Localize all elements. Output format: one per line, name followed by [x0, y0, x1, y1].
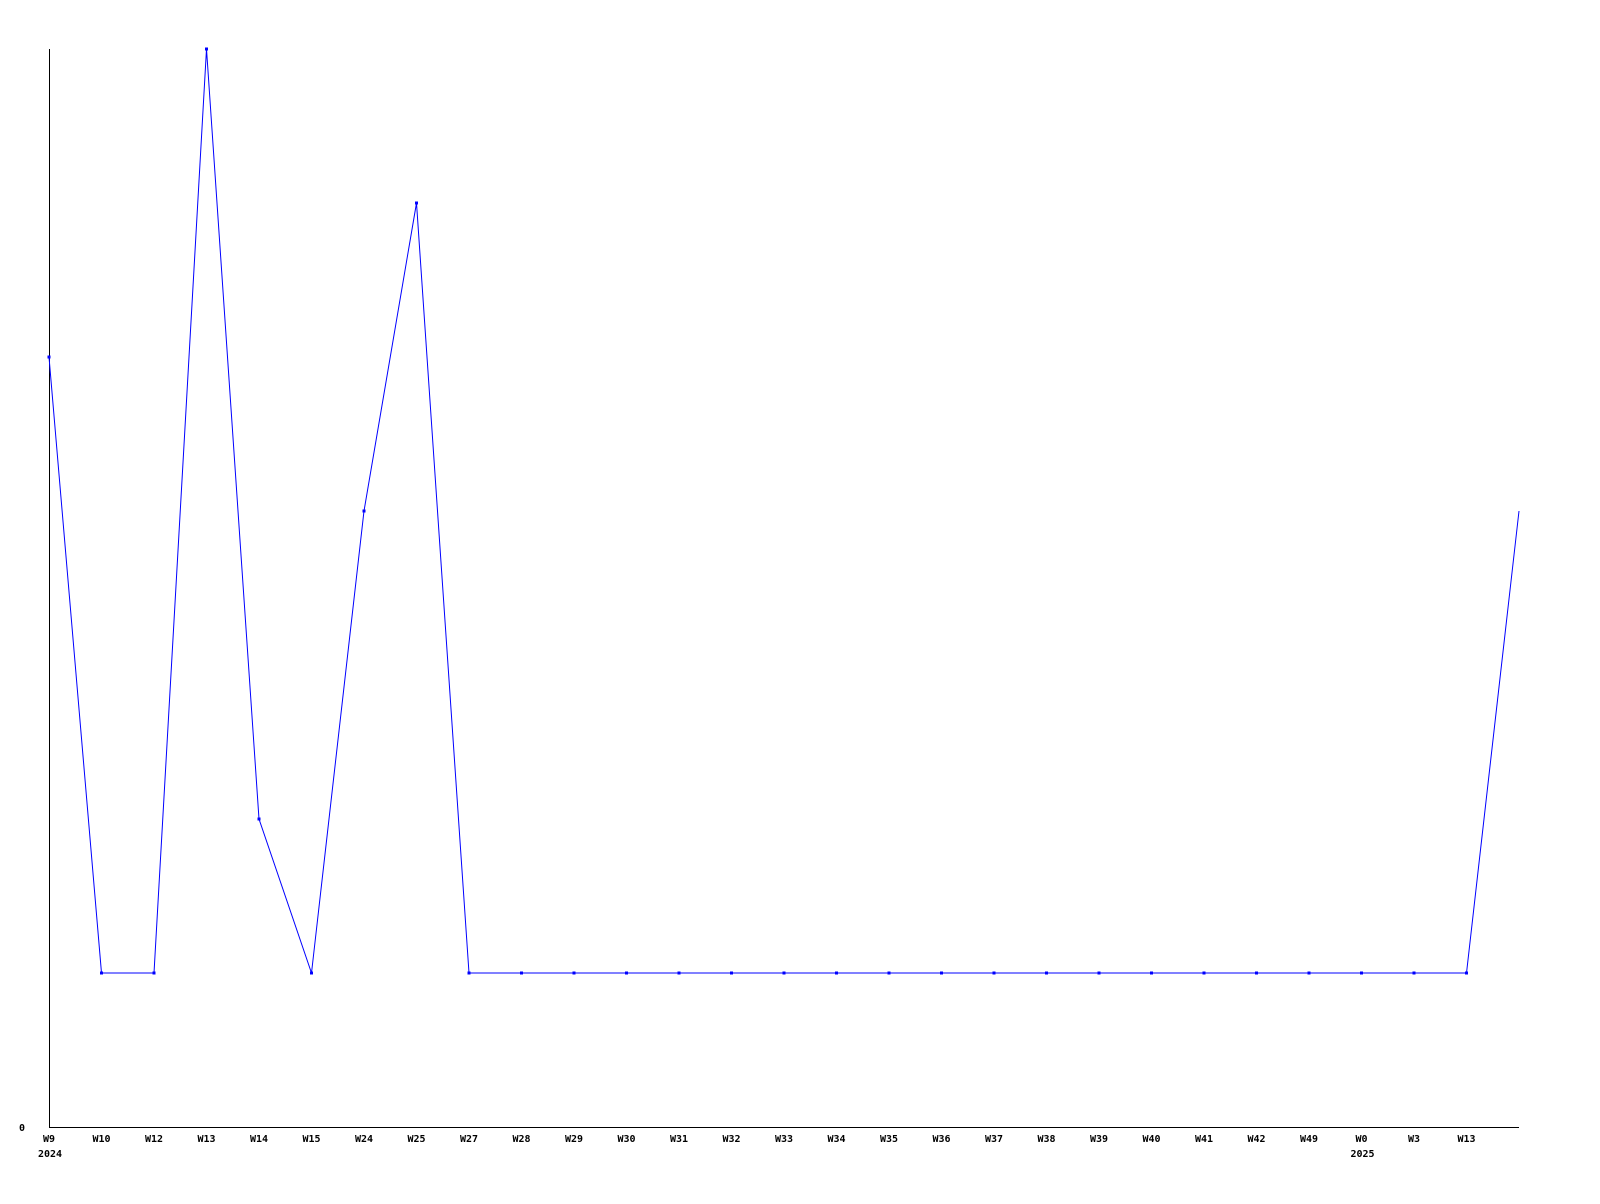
data-point-9 [520, 971, 523, 975]
data-point-22 [1202, 971, 1206, 975]
data-point-7 [415, 201, 418, 205]
x-tick-label-19: W38 [1037, 1134, 1055, 1145]
data-point-8 [467, 971, 471, 975]
x-tick-label-10: W29 [565, 1134, 583, 1145]
data-point-25 [1360, 971, 1363, 975]
data-point-24 [1307, 971, 1311, 975]
x-tick-label-1: W10 [92, 1134, 110, 1145]
data-point-0 [47, 355, 51, 359]
x-tick-label-0: W9 [43, 1134, 55, 1145]
x-tick-label-15: W34 [827, 1134, 845, 1145]
data-point-20 [1097, 971, 1101, 975]
x-tick-label-5: W15 [302, 1134, 320, 1145]
x-tick-label-25: W0 [1355, 1134, 1367, 1145]
data-point-5 [310, 971, 313, 975]
x-tick-label-8: W27 [460, 1134, 478, 1145]
x-tick-label-26: W3 [1408, 1134, 1420, 1145]
data-point-11 [625, 971, 628, 975]
x-tick-label-22: W41 [1195, 1134, 1213, 1145]
x-tick-label-23: W42 [1247, 1134, 1265, 1145]
x-tick-label-27: W13 [1457, 1134, 1475, 1145]
data-point-10 [572, 971, 576, 975]
data-point-3 [205, 47, 208, 51]
data-point-2 [152, 971, 156, 975]
data-point-12 [677, 971, 681, 975]
x-tick-label-13: W32 [722, 1134, 740, 1145]
x-tick-label-4: W14 [250, 1134, 268, 1145]
data-point-26 [1412, 971, 1416, 975]
data-point-14 [782, 971, 786, 975]
year-label-0: 2024 [38, 1149, 62, 1160]
x-tick-label-16: W35 [880, 1134, 898, 1145]
data-point-18 [992, 971, 996, 975]
x-tick-label-24: W49 [1300, 1134, 1318, 1145]
x-tick-label-17: W36 [932, 1134, 950, 1145]
data-point-19 [1045, 971, 1048, 975]
data-point-16 [887, 971, 891, 975]
data-point-17 [940, 971, 943, 975]
x-tick-label-12: W31 [670, 1134, 688, 1145]
x-tick-label-20: W39 [1090, 1134, 1108, 1145]
data-point-6 [362, 509, 366, 513]
x-tick-label-2: W12 [145, 1134, 163, 1145]
x-tick-label-18: W37 [985, 1134, 1003, 1145]
x-tick-label-21: W40 [1142, 1134, 1160, 1145]
x-tick-label-7: W25 [407, 1134, 425, 1145]
data-point-4 [257, 817, 261, 821]
y-tick-label-0: 0 [19, 1123, 25, 1134]
x-tick-label-3: W13 [197, 1134, 215, 1145]
data-point-27 [1465, 971, 1468, 975]
x-tick-label-14: W33 [775, 1134, 793, 1145]
data-point-13 [730, 971, 733, 975]
data-point-1 [100, 971, 103, 975]
series-line [48, 48, 1520, 974]
data-point-23 [1255, 971, 1258, 975]
year-label-1: 2025 [1351, 1149, 1375, 1160]
data-point-21 [1150, 971, 1153, 975]
x-tick-label-11: W30 [617, 1134, 635, 1145]
data-point-15 [835, 971, 838, 975]
x-tick-label-9: W28 [512, 1134, 530, 1145]
x-tick-label-6: W24 [355, 1134, 373, 1145]
